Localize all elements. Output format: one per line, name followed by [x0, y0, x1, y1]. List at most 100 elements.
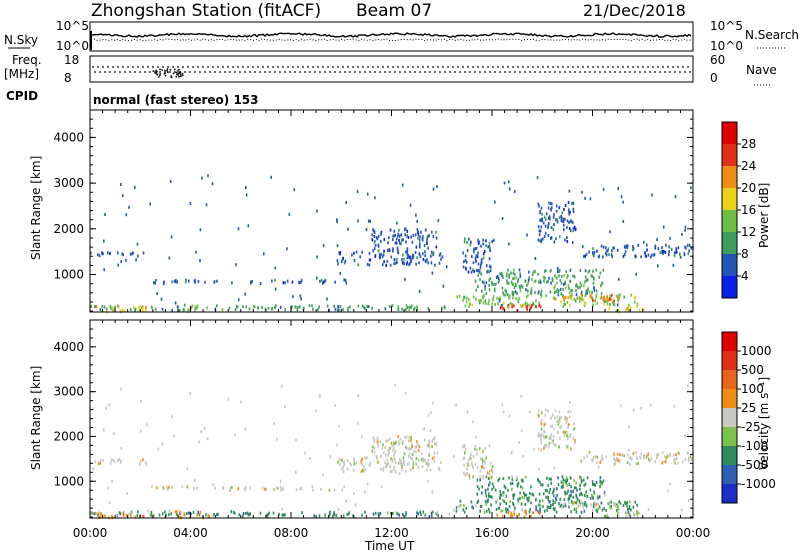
- freq-dot: [172, 66, 174, 68]
- echo-cell: [467, 463, 469, 467]
- echo-cell: [677, 246, 680, 250]
- nave-tick-top: 60: [710, 53, 725, 67]
- echo-cell: [567, 283, 570, 287]
- echo-cell: [142, 308, 144, 312]
- echo-cell: [536, 176, 539, 180]
- nave-dot: [264, 71, 266, 73]
- echo-cell: [437, 514, 439, 517]
- echo-cell: [479, 469, 482, 473]
- echo-cell: [483, 466, 485, 470]
- echo-cell: [599, 479, 601, 483]
- echo-cell: [229, 486, 231, 490]
- echo-cell: [508, 414, 511, 418]
- echo-cell: [557, 289, 560, 293]
- echo-cell: [684, 457, 687, 461]
- echo-cell: [149, 202, 151, 206]
- echo-cell: [398, 513, 401, 517]
- echo-cell: [411, 240, 414, 244]
- echo-cell: [419, 235, 421, 239]
- freq-dot: [462, 66, 464, 68]
- echo-cell: [521, 495, 523, 499]
- echo-cell: [537, 510, 540, 514]
- echo-cell: [580, 491, 582, 495]
- echo-cell: [184, 280, 187, 284]
- echo-cell: [456, 295, 458, 299]
- freq-dot: [622, 66, 624, 68]
- echo-cell: [632, 244, 634, 248]
- echo-cell: [414, 251, 417, 254]
- nave-dot: [284, 71, 286, 73]
- echo-cell: [626, 461, 629, 465]
- freq-dot: [457, 66, 459, 68]
- echo-cell: [550, 436, 552, 440]
- echo-cell: [617, 299, 619, 303]
- echo-cell: [569, 229, 572, 233]
- echo-cell: [398, 238, 400, 242]
- echo-cell: [125, 513, 128, 517]
- echo-cell: [377, 444, 379, 448]
- nave-dot: [649, 71, 651, 73]
- echo-cell: [599, 476, 602, 480]
- echo-cell: [410, 305, 412, 309]
- echo-cell: [122, 253, 124, 257]
- echo-cell: [466, 249, 469, 252]
- echo-cell: [474, 247, 476, 251]
- echo-cell: [687, 451, 689, 455]
- echo-cell: [234, 433, 236, 437]
- echo-cell: [398, 234, 401, 238]
- echo-cell: [511, 451, 513, 455]
- echo-cell: [343, 485, 345, 489]
- station-title: Zhongshan Station (fitACF): [91, 1, 321, 21]
- echo-cell: [464, 448, 467, 451]
- echo-cell: [552, 413, 554, 417]
- echo-cell: [638, 309, 641, 312]
- echo-cell: [415, 445, 418, 449]
- echo-cell: [535, 299, 537, 303]
- echo-cell: [489, 469, 491, 473]
- echo-cell: [455, 403, 457, 407]
- echo-cell: [540, 434, 543, 438]
- echo-cell: [664, 460, 667, 464]
- echo-cell: [571, 501, 574, 505]
- echo-cell: [579, 483, 581, 487]
- echo-cell: [299, 294, 302, 298]
- echo-cell: [187, 309, 189, 313]
- echo-cell: [602, 297, 604, 301]
- echo-cell: [522, 454, 525, 458]
- echo-cell: [395, 261, 397, 265]
- echo-cell: [564, 430, 567, 434]
- echo-cell: [585, 278, 588, 282]
- echo-cell: [566, 240, 569, 243]
- echo-cell: [424, 458, 426, 462]
- echo-cell: [546, 476, 548, 480]
- echo-cell: [552, 439, 554, 443]
- nave-dot: [359, 71, 361, 73]
- echo-cell: [498, 506, 500, 510]
- freq-dot: [562, 66, 564, 68]
- echo-cell: [602, 457, 604, 461]
- echo-cell: [402, 238, 404, 242]
- echo-cell: [410, 447, 412, 451]
- echo-cell: [568, 501, 570, 505]
- echo-cell: [393, 466, 395, 470]
- echo-cell: [568, 291, 571, 295]
- echo-cell: [562, 287, 564, 291]
- echo-cell: [492, 485, 495, 489]
- echo-cell: [597, 502, 599, 506]
- echo-cell: [90, 511, 92, 515]
- echo-cell: [561, 475, 564, 479]
- echo-cell: [587, 288, 589, 292]
- nave-dot: [529, 71, 531, 73]
- echo-cell: [377, 441, 379, 445]
- echo-cell: [610, 297, 613, 301]
- echo-cell: [404, 227, 407, 231]
- echo-cell: [596, 455, 599, 459]
- echo-cell: [547, 279, 549, 283]
- echo-cell: [517, 280, 519, 283]
- echo-cell: [93, 512, 95, 516]
- echo-cell: [628, 505, 631, 509]
- nsearch-tick-top: 10^5: [710, 19, 743, 33]
- echo-cell: [165, 513, 167, 517]
- echo-cell: [533, 447, 535, 451]
- echo-cell: [664, 455, 666, 459]
